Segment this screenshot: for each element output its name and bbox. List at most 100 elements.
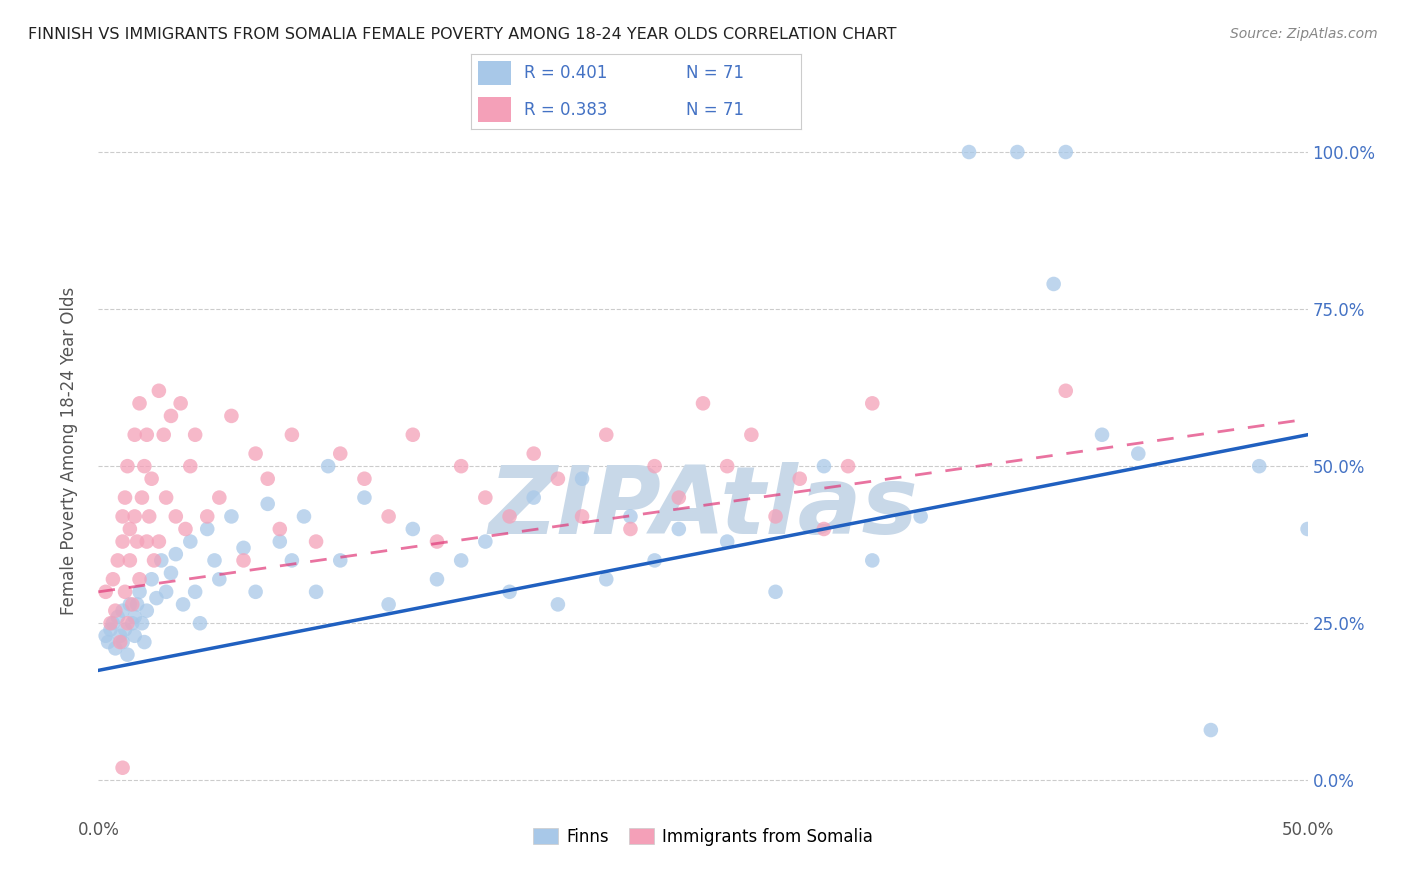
Point bbox=[108, 629, 131, 643]
Point bbox=[135, 427, 157, 442]
Point bbox=[111, 534, 134, 549]
Point bbox=[450, 553, 472, 567]
Point bbox=[148, 534, 170, 549]
Text: N = 71: N = 71 bbox=[686, 64, 744, 82]
Point bbox=[131, 616, 153, 631]
Legend: Finns, Immigrants from Somalia: Finns, Immigrants from Somalia bbox=[524, 819, 882, 854]
Point bbox=[474, 534, 496, 549]
Point bbox=[232, 553, 254, 567]
Point bbox=[121, 616, 143, 631]
Point bbox=[221, 509, 243, 524]
Point bbox=[145, 591, 167, 606]
Point bbox=[169, 396, 191, 410]
Text: N = 71: N = 71 bbox=[686, 101, 744, 119]
Point bbox=[813, 459, 835, 474]
Point bbox=[837, 459, 859, 474]
Point bbox=[1054, 384, 1077, 398]
Point bbox=[644, 553, 666, 567]
Point bbox=[316, 459, 339, 474]
Point bbox=[402, 522, 425, 536]
Point bbox=[152, 427, 174, 442]
Point bbox=[353, 472, 375, 486]
Point bbox=[204, 553, 226, 567]
Point bbox=[188, 616, 211, 631]
Text: Source: ZipAtlas.com: Source: ZipAtlas.com bbox=[1230, 27, 1378, 41]
Point bbox=[97, 635, 120, 649]
Point bbox=[426, 534, 449, 549]
Point bbox=[329, 553, 352, 567]
FancyBboxPatch shape bbox=[478, 62, 510, 86]
Point bbox=[269, 522, 291, 536]
Point bbox=[353, 491, 375, 505]
Point bbox=[957, 145, 980, 159]
Point bbox=[195, 509, 218, 524]
Point bbox=[117, 648, 139, 662]
Point bbox=[174, 522, 197, 536]
Point bbox=[547, 598, 569, 612]
Point bbox=[221, 409, 243, 423]
Point bbox=[256, 497, 278, 511]
Point bbox=[114, 623, 136, 637]
Point bbox=[150, 553, 173, 567]
Point bbox=[111, 509, 134, 524]
Point bbox=[131, 491, 153, 505]
Point bbox=[668, 491, 690, 505]
Point bbox=[692, 396, 714, 410]
Point bbox=[118, 553, 141, 567]
Point bbox=[114, 584, 136, 599]
Point bbox=[107, 553, 129, 567]
Y-axis label: Female Poverty Among 18-24 Year Olds: Female Poverty Among 18-24 Year Olds bbox=[59, 286, 77, 615]
Point bbox=[124, 629, 146, 643]
Point bbox=[571, 509, 593, 524]
Point bbox=[108, 635, 131, 649]
Point bbox=[124, 509, 146, 524]
Text: R = 0.383: R = 0.383 bbox=[524, 101, 607, 119]
Point bbox=[155, 491, 177, 505]
Point bbox=[94, 629, 117, 643]
Point bbox=[619, 509, 641, 524]
Point bbox=[134, 635, 156, 649]
Text: ZIPAtlas: ZIPAtlas bbox=[488, 462, 918, 554]
Point bbox=[232, 541, 254, 555]
Point bbox=[127, 598, 149, 612]
Point bbox=[245, 447, 267, 461]
Point bbox=[1249, 459, 1271, 474]
Point bbox=[281, 553, 304, 567]
Point bbox=[111, 635, 134, 649]
Point bbox=[165, 509, 187, 524]
Point bbox=[740, 427, 762, 442]
Point bbox=[1296, 522, 1319, 536]
Point bbox=[148, 384, 170, 398]
Point bbox=[135, 604, 157, 618]
Point bbox=[143, 553, 166, 567]
Point bbox=[765, 584, 787, 599]
Point bbox=[124, 427, 146, 442]
Point bbox=[269, 534, 291, 549]
Point bbox=[1199, 723, 1222, 737]
Point bbox=[595, 427, 617, 442]
Point bbox=[329, 447, 352, 461]
Point bbox=[101, 616, 124, 631]
Point bbox=[245, 584, 267, 599]
Point bbox=[281, 427, 304, 442]
Point bbox=[860, 396, 883, 410]
Point bbox=[117, 616, 139, 631]
Point bbox=[141, 572, 163, 586]
Point bbox=[474, 491, 496, 505]
FancyBboxPatch shape bbox=[478, 97, 510, 122]
Point bbox=[1054, 145, 1077, 159]
Point bbox=[94, 584, 117, 599]
Point bbox=[547, 472, 569, 486]
Point bbox=[523, 491, 546, 505]
Point bbox=[860, 553, 883, 567]
Point bbox=[127, 534, 149, 549]
Point bbox=[100, 623, 122, 637]
Point bbox=[128, 584, 150, 599]
Point bbox=[910, 509, 932, 524]
Point bbox=[134, 459, 156, 474]
Point bbox=[208, 572, 231, 586]
Point bbox=[179, 534, 201, 549]
Point bbox=[426, 572, 449, 586]
Point bbox=[305, 584, 328, 599]
Point bbox=[172, 598, 194, 612]
